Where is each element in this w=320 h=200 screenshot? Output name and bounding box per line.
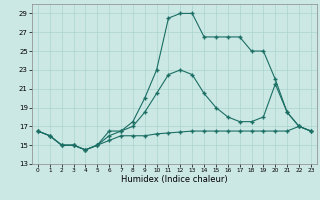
X-axis label: Humidex (Indice chaleur): Humidex (Indice chaleur) <box>121 175 228 184</box>
